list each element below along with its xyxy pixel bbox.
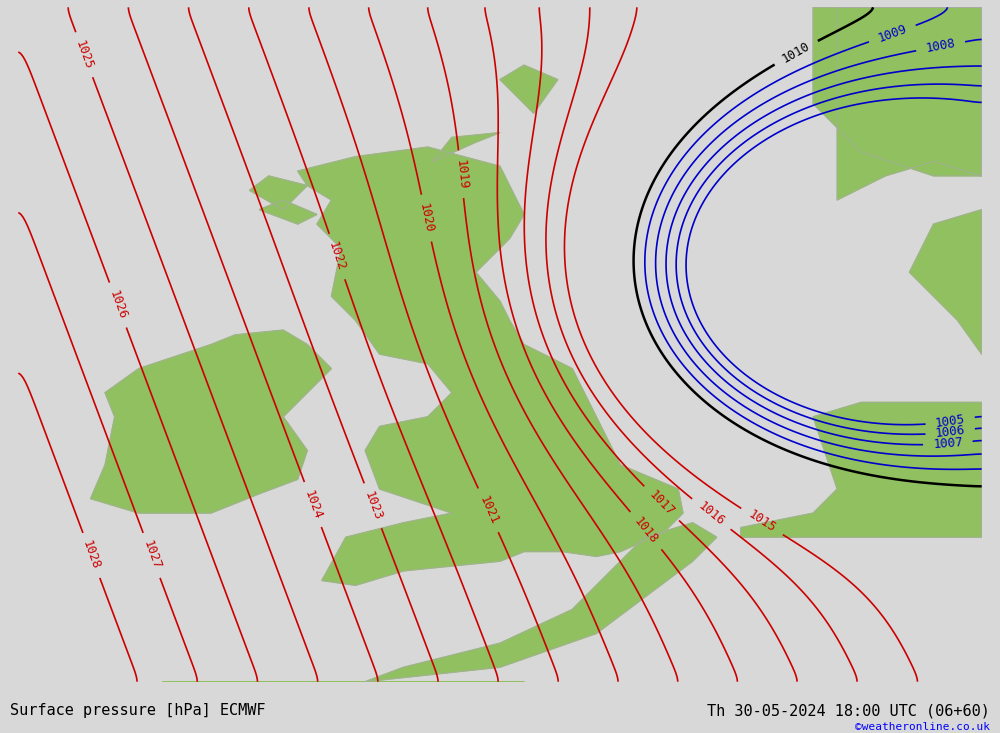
Text: Th 30-05-2024 18:00 UTC (06+60): Th 30-05-2024 18:00 UTC (06+60) xyxy=(707,704,990,718)
Text: 1028: 1028 xyxy=(80,539,103,572)
Polygon shape xyxy=(91,330,331,513)
Text: 1021: 1021 xyxy=(476,494,500,526)
Polygon shape xyxy=(813,7,982,176)
Text: 1018: 1018 xyxy=(632,515,660,546)
Text: 1026: 1026 xyxy=(107,289,129,321)
Text: 1005: 1005 xyxy=(935,413,966,430)
Text: 1016: 1016 xyxy=(696,500,727,528)
Text: 1006: 1006 xyxy=(935,424,966,441)
Text: 1008: 1008 xyxy=(925,37,957,56)
Polygon shape xyxy=(500,65,558,114)
Text: 1025: 1025 xyxy=(73,38,95,71)
Polygon shape xyxy=(365,523,717,682)
Text: ©weatheronline.co.uk: ©weatheronline.co.uk xyxy=(855,722,990,732)
Text: 1007: 1007 xyxy=(932,436,963,452)
Text: 1024: 1024 xyxy=(302,488,324,521)
Text: 1020: 1020 xyxy=(417,202,436,234)
Polygon shape xyxy=(298,147,683,586)
Text: 1010: 1010 xyxy=(780,40,812,65)
Polygon shape xyxy=(163,682,524,733)
Polygon shape xyxy=(250,176,307,210)
Text: 1027: 1027 xyxy=(140,539,163,572)
Polygon shape xyxy=(259,200,317,224)
Text: 1022: 1022 xyxy=(326,240,348,273)
Polygon shape xyxy=(909,210,982,354)
Text: 1023: 1023 xyxy=(362,490,384,522)
Text: 1019: 1019 xyxy=(453,158,469,190)
Polygon shape xyxy=(433,133,500,161)
Polygon shape xyxy=(741,402,982,537)
Text: Surface pressure [hPa] ECMWF: Surface pressure [hPa] ECMWF xyxy=(10,704,266,718)
Polygon shape xyxy=(837,7,982,200)
Text: 1015: 1015 xyxy=(746,508,778,535)
Text: 1017: 1017 xyxy=(646,488,677,519)
Text: 1009: 1009 xyxy=(876,23,909,45)
